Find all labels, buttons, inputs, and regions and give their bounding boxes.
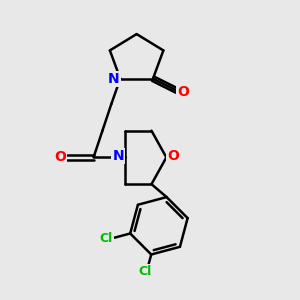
Text: N: N bbox=[112, 149, 124, 163]
Text: O: O bbox=[177, 85, 189, 99]
Text: Cl: Cl bbox=[100, 232, 113, 244]
Text: O: O bbox=[54, 150, 66, 164]
Text: O: O bbox=[167, 149, 179, 163]
Text: Cl: Cl bbox=[138, 265, 152, 278]
Text: N: N bbox=[108, 72, 120, 86]
